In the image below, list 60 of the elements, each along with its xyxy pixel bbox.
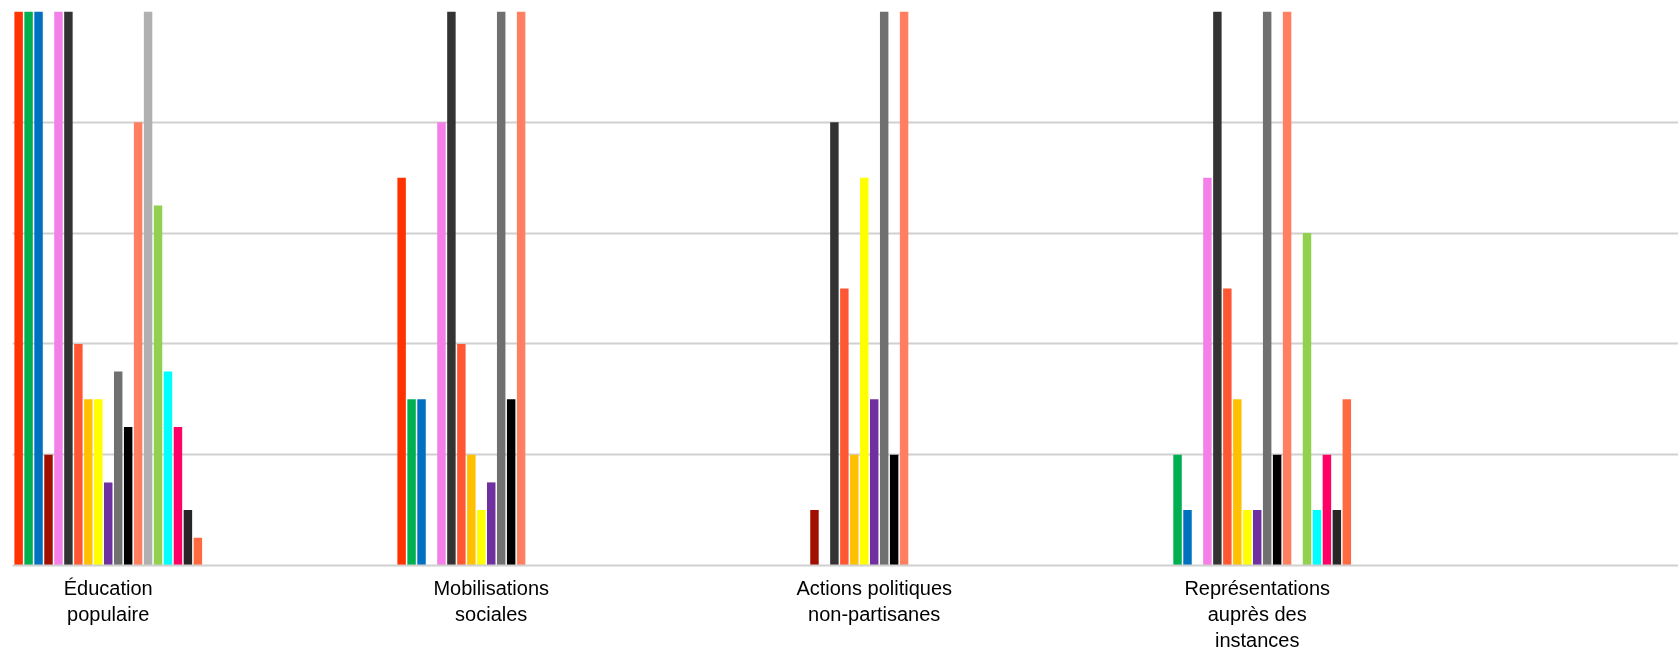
bar	[143, 11, 153, 566]
bar	[84, 399, 93, 566]
x-tick-label: Mobilisations sociales	[433, 576, 550, 625]
bar	[397, 177, 406, 566]
bar	[1342, 399, 1352, 566]
bar	[487, 482, 496, 566]
bar	[173, 427, 183, 566]
bar	[1322, 454, 1332, 566]
bar	[477, 510, 486, 566]
bar	[810, 510, 819, 566]
bar	[869, 399, 879, 566]
bar	[516, 11, 526, 566]
bar	[850, 454, 859, 566]
bar	[860, 177, 869, 566]
bar	[457, 343, 466, 566]
bar	[1282, 11, 1292, 566]
bar	[94, 399, 103, 566]
bar	[163, 371, 173, 566]
bar	[54, 11, 63, 566]
bar	[1243, 510, 1252, 566]
bar	[417, 399, 426, 566]
bar	[447, 11, 456, 566]
bar	[74, 343, 83, 566]
bar	[64, 11, 73, 566]
bar	[113, 371, 123, 566]
bar	[193, 537, 203, 566]
bar	[1302, 233, 1312, 566]
bar	[14, 11, 23, 566]
bar	[44, 454, 53, 566]
bar	[506, 399, 516, 566]
bar	[1252, 510, 1262, 566]
bar	[407, 399, 416, 566]
bar	[1213, 11, 1222, 566]
x-tick-label: Représentations auprès des instances	[1184, 576, 1331, 652]
bar	[1312, 510, 1322, 566]
bar	[840, 288, 849, 566]
bar	[889, 454, 899, 566]
bar	[1203, 177, 1212, 566]
bar	[879, 11, 889, 566]
bar	[34, 11, 43, 566]
bar	[153, 205, 163, 566]
bar	[104, 482, 113, 566]
bar	[496, 11, 506, 566]
bar	[133, 122, 143, 566]
bar	[1272, 454, 1282, 566]
x-tick-label: Actions politiques non-partisanes	[796, 576, 953, 625]
bar	[467, 454, 476, 566]
bar	[437, 122, 446, 566]
bar	[1332, 510, 1342, 566]
bar	[1223, 288, 1232, 566]
bar	[1262, 11, 1272, 566]
x-tick-label: Éducation populaire	[63, 576, 153, 625]
bar	[1183, 510, 1192, 566]
bar	[183, 510, 193, 566]
bar	[1173, 454, 1182, 566]
bar	[24, 11, 33, 566]
bar	[830, 122, 839, 566]
bar	[1233, 399, 1242, 566]
bar	[123, 427, 133, 566]
bar	[899, 11, 909, 566]
